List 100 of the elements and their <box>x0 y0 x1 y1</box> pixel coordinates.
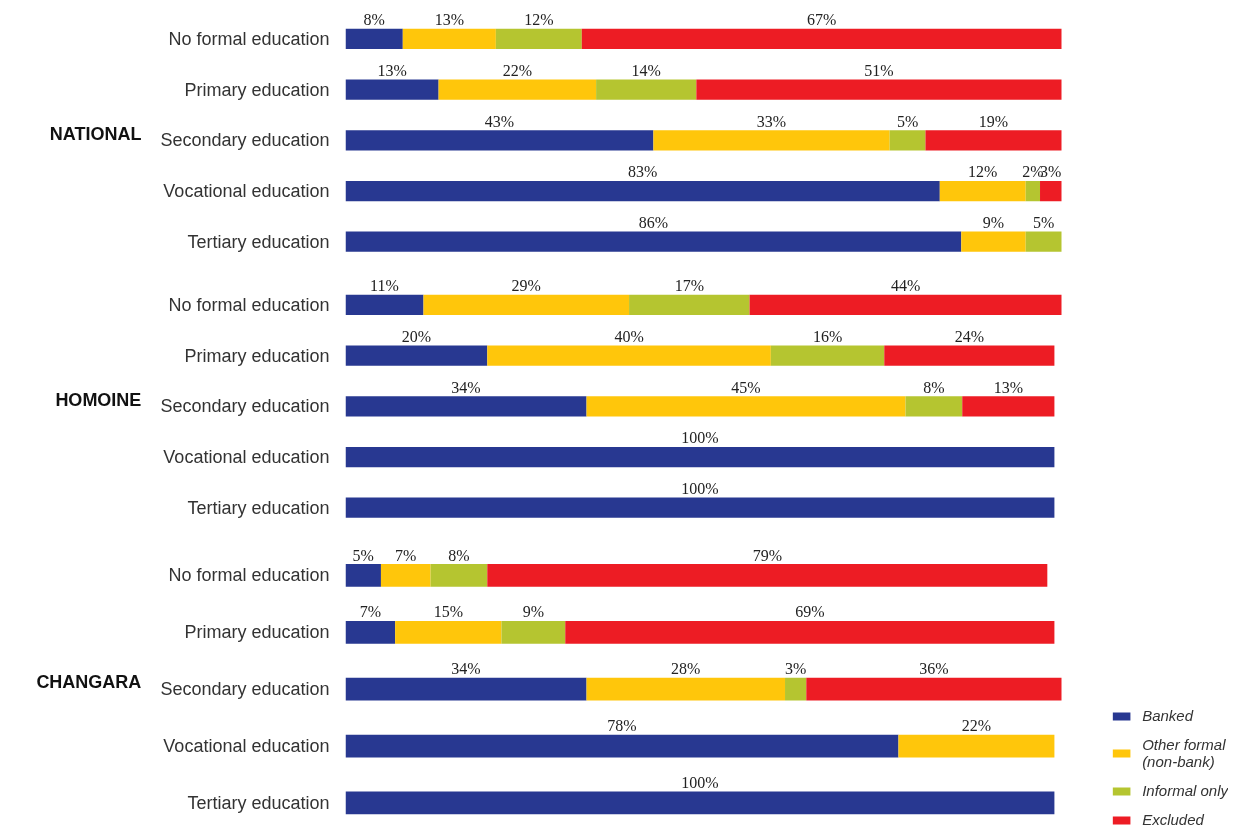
bar <box>905 396 963 417</box>
data-label: 22% <box>502 62 532 80</box>
bar <box>345 294 424 316</box>
legend-label: Excluded <box>1142 811 1204 828</box>
data-label: 13% <box>377 62 407 80</box>
bar <box>395 620 502 644</box>
data-label: 17% <box>674 277 704 295</box>
data-label: 5% <box>352 546 374 564</box>
bar <box>345 564 381 587</box>
y-tick-label: Vocational education <box>163 447 330 468</box>
bar <box>345 130 654 151</box>
y-tick-label: Primary education <box>184 79 330 100</box>
bar <box>1040 180 1062 202</box>
bar <box>596 79 697 100</box>
bar <box>345 79 439 100</box>
bar <box>345 791 1055 815</box>
data-label: 12% <box>524 11 554 29</box>
data-label: 13% <box>993 378 1023 396</box>
data-label: 78% <box>607 717 637 735</box>
y-tick-label: Vocational education <box>163 736 330 757</box>
bar <box>495 28 582 50</box>
data-label: 7% <box>359 603 381 621</box>
data-label: 40% <box>614 328 644 346</box>
bar <box>345 345 488 366</box>
bar <box>487 564 1048 587</box>
bar <box>565 620 1055 644</box>
data-label: 11% <box>370 277 399 295</box>
bar <box>581 28 1062 50</box>
y-tick-label: Secondary education <box>160 130 330 151</box>
bar <box>487 345 771 366</box>
data-label: 36% <box>919 660 949 678</box>
bar <box>884 345 1055 366</box>
y-tick-label: No formal education <box>168 28 330 49</box>
data-label: 20% <box>401 328 432 346</box>
data-label: 16% <box>812 328 843 346</box>
y-tick-label: Primary education <box>184 345 330 366</box>
data-label: 15% <box>433 603 463 621</box>
data-label: 86% <box>638 214 669 232</box>
data-label: 83% <box>627 163 658 181</box>
data-label: 7% <box>395 546 417 564</box>
data-label: 100% <box>681 480 719 498</box>
data-label: 8% <box>448 546 470 564</box>
data-label: 13% <box>434 11 464 29</box>
data-label: 8% <box>923 378 945 396</box>
bar <box>345 28 403 50</box>
bar <box>345 180 940 202</box>
data-label: 45% <box>731 378 761 396</box>
bar <box>696 79 1062 100</box>
bar <box>962 396 1055 417</box>
bar <box>345 620 396 644</box>
text: HOMOINE <box>55 389 142 410</box>
bar <box>345 231 962 252</box>
bar <box>889 130 926 151</box>
data-label: 34% <box>451 378 481 396</box>
bar <box>430 564 488 587</box>
data-label: 5% <box>1032 214 1055 232</box>
legend-label: Banked <box>1142 707 1193 724</box>
data-label: 100% <box>681 429 719 447</box>
data-label: 100% <box>681 773 719 791</box>
bar <box>653 130 890 151</box>
data-label: 9% <box>982 214 1005 232</box>
data-label: 12% <box>968 163 998 181</box>
text: CHANGARA <box>36 671 142 692</box>
bar <box>1025 180 1041 202</box>
data-label: 14% <box>631 62 661 80</box>
data-label: 29% <box>511 277 541 295</box>
text: NATIONAL <box>49 123 142 144</box>
bar <box>939 180 1026 202</box>
bar <box>806 677 1062 701</box>
bar <box>438 79 597 100</box>
bar <box>586 396 906 417</box>
bar <box>345 497 1055 518</box>
bar <box>785 677 807 701</box>
y-tick-label: No formal education <box>168 294 330 315</box>
bar <box>898 734 1055 758</box>
data-label: 69% <box>795 603 825 621</box>
bar <box>380 564 431 587</box>
bar <box>345 446 1055 468</box>
bar <box>770 345 885 366</box>
bar <box>423 294 630 316</box>
bar <box>501 620 566 644</box>
bar <box>925 130 1062 151</box>
bar <box>586 677 786 701</box>
data-label: 33% <box>756 112 787 130</box>
legend-label: Other formal (non-bank) <box>1142 736 1226 770</box>
data-label: 28% <box>671 660 701 678</box>
bar <box>345 396 587 417</box>
bar <box>629 294 750 316</box>
bar <box>345 677 587 701</box>
bar <box>345 734 899 758</box>
data-label: 9% <box>522 603 545 621</box>
y-tick-label: Primary education <box>184 622 330 643</box>
legend-label: Informal only <box>1142 782 1228 799</box>
y-tick-label: Tertiary education <box>187 497 330 518</box>
bar <box>961 231 1026 252</box>
bar <box>749 294 1062 316</box>
y-tick-label: Tertiary education <box>187 792 330 813</box>
data-label: 44% <box>890 277 921 295</box>
data-label: 3% <box>784 660 807 678</box>
bar <box>1025 231 1062 252</box>
